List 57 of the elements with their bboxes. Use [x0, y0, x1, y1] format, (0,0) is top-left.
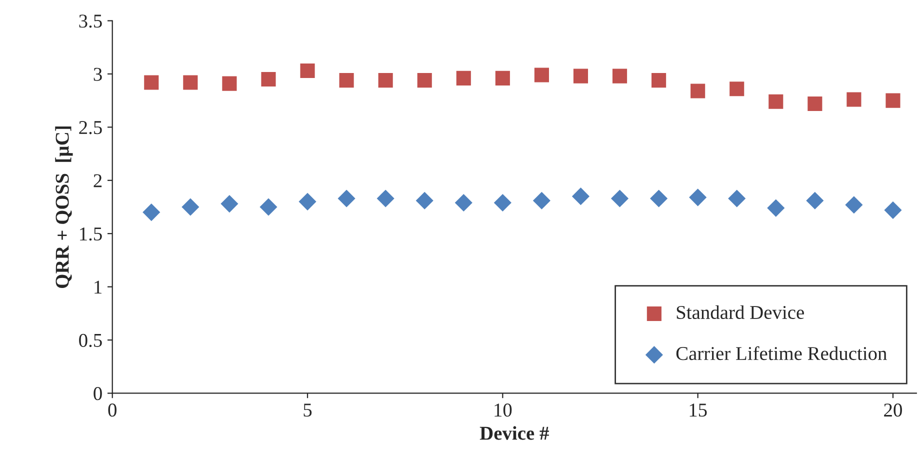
point: [416, 192, 434, 210]
y-tick-label: 2: [94, 174, 102, 188]
point: [222, 76, 237, 91]
point: [378, 73, 393, 88]
point: [260, 198, 278, 216]
point: [534, 68, 549, 82]
x-tick-label: 15: [690, 404, 707, 417]
x-tick-label: 0: [108, 404, 116, 417]
point: [610, 190, 629, 208]
y-tick-label: 2.5: [79, 121, 102, 134]
point: [338, 190, 356, 208]
point: [300, 63, 315, 78]
point: [494, 194, 512, 212]
x-tick-label: 10: [494, 404, 512, 417]
point: [652, 73, 666, 88]
point: [730, 82, 744, 96]
legend-label: Carrier Lifetime Reduction: [676, 346, 887, 360]
point: [182, 198, 200, 216]
y-tick-label: 3: [94, 68, 102, 81]
y-tick-label: 0.5: [79, 334, 102, 348]
point: [650, 190, 668, 208]
point: [376, 190, 394, 208]
y-tick-label: 1: [94, 280, 102, 294]
point: [572, 188, 590, 206]
point: [220, 195, 238, 213]
point: [886, 93, 900, 108]
point: [183, 75, 198, 90]
point: [767, 199, 785, 217]
point: [261, 72, 276, 87]
point: [884, 201, 902, 219]
x-tick-label: 5: [304, 404, 312, 417]
legend-label: Standard Device: [676, 305, 804, 320]
x-tick-label: 20: [884, 404, 902, 417]
point: [573, 68, 588, 84]
point: [456, 70, 471, 86]
y-tick-label: 1.5: [80, 228, 102, 241]
point: [689, 188, 707, 206]
x-axis-title: Device #: [480, 426, 549, 440]
point: [495, 70, 510, 86]
point: [728, 190, 746, 208]
point: [690, 84, 706, 98]
point: [339, 73, 354, 88]
point: [768, 94, 784, 109]
point: [142, 204, 160, 222]
point: [846, 92, 862, 107]
point: [144, 75, 159, 90]
point: [808, 96, 822, 112]
point: [845, 196, 863, 214]
point: [298, 192, 316, 210]
y-tick-label: 3.5: [79, 14, 102, 28]
point: [417, 73, 432, 88]
point: [612, 68, 628, 84]
point: [806, 192, 824, 210]
point: [454, 194, 472, 212]
point: [532, 192, 550, 210]
y-axis-title: QRR + QOSS [µC]: [55, 126, 73, 288]
y-tick-label: 0: [94, 387, 102, 400]
